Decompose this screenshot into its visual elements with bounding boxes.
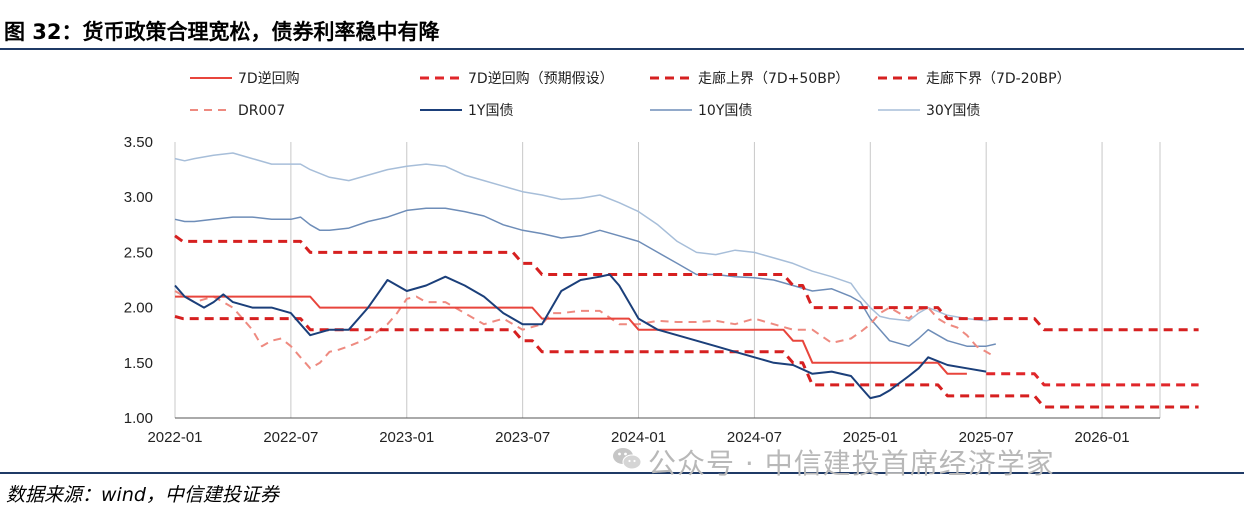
axes: 1.00 1.50 2.00 2.50 3.00 3.50 2022-01 2022-07 20… <box>124 134 1160 446</box>
x-tick-label: 2022-01 <box>147 429 202 446</box>
y-tick-label: 2.00 <box>124 300 153 317</box>
footer-rule <box>0 472 1244 474</box>
x-tick-label: 2023-01 <box>379 429 434 446</box>
series-line-0 <box>175 295 967 375</box>
watermark: 公众号 · 中信建投首席经济学家 <box>648 447 1055 480</box>
legend-label: 7D逆回购 <box>238 71 300 87</box>
series-group <box>174 152 1199 409</box>
figure-title: 图 32：货币政策合理宽松，债券利率稳中有降 <box>4 20 440 44</box>
grid <box>174 142 1161 418</box>
y-tick-label: 2.50 <box>124 244 153 261</box>
series-line-1 <box>986 372 1199 387</box>
y-tick-label: 3.00 <box>124 189 153 206</box>
x-tick-label: 2025-01 <box>843 429 898 446</box>
header-rule <box>0 48 1244 50</box>
series-line-5 <box>174 273 987 400</box>
legend-label: 走廊上界（7D+50BP） <box>698 70 849 87</box>
y-tick-label: 1.50 <box>124 355 153 372</box>
x-tick-label: 2022-07 <box>263 429 318 446</box>
legend-label: 1Y国债 <box>468 103 513 119</box>
series-line-7 <box>174 152 996 322</box>
y-tick-label: 1.00 <box>124 410 153 427</box>
legend-label: 10Y国债 <box>698 103 752 119</box>
legend-label: 走廊下界（7D-20BP） <box>926 70 1071 87</box>
x-tick-label: 2025-07 <box>959 429 1014 446</box>
legend-label: DR007 <box>238 103 285 119</box>
legend-label: 30Y国债 <box>926 103 980 119</box>
x-tick-label: 2023-07 <box>495 429 550 446</box>
series-line-4 <box>174 290 997 370</box>
line-chart: 7D逆回购 7D逆回购（预期假设） 走廊上界（7D+50BP） 走廊下界（7D-20B… <box>124 70 1199 446</box>
source-note: 数据来源：wind，中信建投证券 <box>6 484 279 506</box>
series-line-6 <box>174 207 996 347</box>
legend: 7D逆回购 7D逆回购（预期假设） 走廊上界（7D+50BP） 走廊下界（7D-20B… <box>190 70 1071 119</box>
x-tick-label: 2026-01 <box>1075 429 1130 446</box>
series-line-3 <box>174 314 1199 409</box>
x-tick-label: 2024-07 <box>727 429 782 446</box>
series-line-2 <box>174 234 1199 332</box>
x-tick-label: 2024-01 <box>611 429 666 446</box>
legend-label: 7D逆回购（预期假设） <box>468 71 614 87</box>
wechat-icon <box>613 448 642 470</box>
y-tick-label: 3.50 <box>124 134 153 151</box>
